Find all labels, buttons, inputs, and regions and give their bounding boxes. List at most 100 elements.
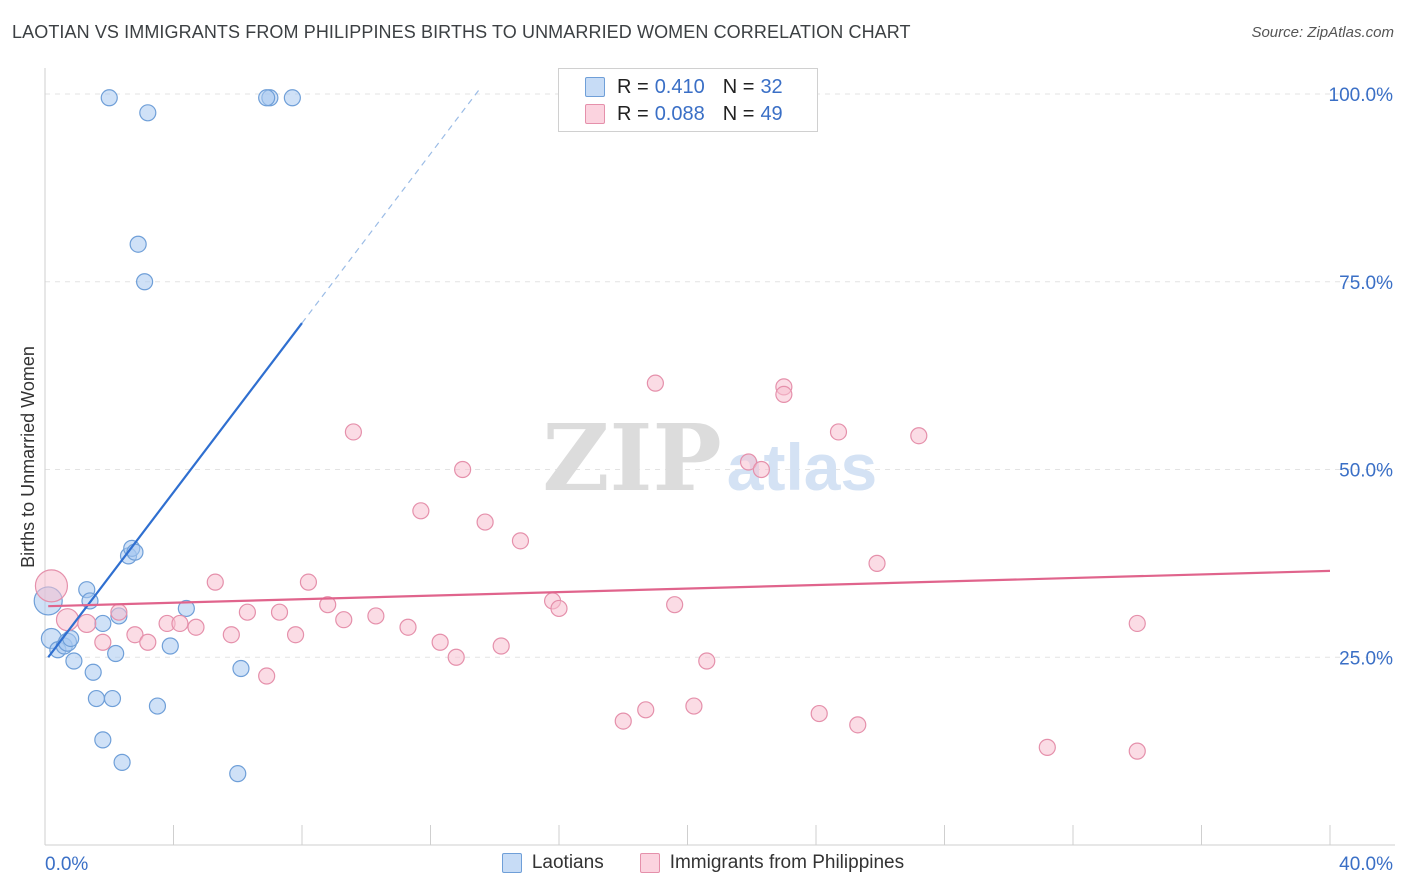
philippines-point [447,648,465,666]
philippines-point [868,554,886,572]
philippines-point [1038,738,1056,756]
philippines-point [94,633,112,651]
philippines-point [739,453,758,471]
laotians-point [94,731,112,749]
laotians-trend-line [47,322,303,658]
philippines-point [139,633,157,651]
philippines-point [299,573,318,591]
stats-legend: R = 0.410 N = 32 R = 0.088 N = 49 [558,68,818,132]
philippines-point [367,607,385,625]
laotians-point [94,614,112,633]
philippines-point [454,460,472,479]
laotians-point [283,89,301,107]
legend-label-philippines: Immigrants from Philippines [669,852,905,873]
swatch-philippines [585,104,605,124]
philippines-point [187,618,205,636]
legend-label-laotians: Laotians [531,852,604,873]
swatch-laotians [585,77,605,97]
philippines-point [335,611,353,629]
n-label: N = [722,75,755,98]
data-points [33,89,1146,783]
philippines-point [55,608,80,632]
philippines-point [344,423,362,441]
laotians-point [113,753,131,771]
philippines-point [34,569,69,603]
philippines-point [126,626,144,644]
philippines-point [698,652,716,670]
laotians-point [84,663,102,681]
laotians-point [229,765,247,783]
watermark-zip: ZIP [542,404,721,512]
laotians-point [161,637,179,655]
laotians-point [177,599,195,618]
philippines-point [752,460,770,479]
laotians-point [139,104,157,122]
laotians-trend-extension [301,89,480,324]
philippines-point [206,573,224,591]
trend-lines [47,89,1331,658]
philippines-point [829,423,848,441]
philippines-point [810,704,828,723]
philippines-point [646,374,664,392]
legend-item-laotians[interactable]: Laotians [501,852,604,874]
philippines-point [476,513,494,531]
philippines-point [77,613,97,634]
philippines-point [270,603,289,621]
y-tick-label: 25.0% [1339,648,1393,669]
n-label: N = [722,102,755,125]
philippines-point [511,532,530,550]
r-value: 0.410 [654,75,705,98]
philippines-point [1128,742,1146,760]
n-value: 32 [760,75,783,98]
r-value: 0.088 [654,102,705,125]
legend-swatch-laotians [501,853,522,873]
philippines-point [550,599,568,618]
series-legend: Laotians Immigrants from Philippines [0,852,1406,874]
philippines-point [685,697,703,715]
stats-row-philippines: R = 0.088 N = 49 [585,102,783,126]
philippines-point [222,626,240,644]
y-tick-label: 100.0% [1329,85,1394,106]
r-label: R = [617,75,649,98]
chart-title: LAOTIAN VS IMMIGRANTS FROM PHILIPPINES B… [12,22,911,42]
legend-item-philippines[interactable]: Immigrants from Philippines [639,852,905,874]
legend-swatch-philippines [639,853,660,873]
laotians-point [232,659,250,678]
philippines-point [775,385,793,404]
philippines-point [399,618,417,636]
philippines-point [412,502,430,520]
x-tick-label: 40.0% [1339,854,1393,875]
laotians-point [107,644,125,663]
laotians-point [103,689,122,708]
philippines-point [1128,614,1146,633]
y-axis-label: Births to Unmarried Women [18,346,38,568]
laotians-point [148,697,167,715]
philippines-point [286,626,305,644]
laotians-point [87,689,106,708]
philippines-point [110,603,128,621]
laotians-point [129,235,147,253]
philippines-point [319,596,337,614]
r-label: R = [617,102,649,125]
n-value: 49 [760,102,783,125]
philippines-point [431,633,449,651]
axes [44,68,1395,846]
philippines-point [258,667,276,685]
tick-labels: 25.0% 50.0% 75.0% 100.0% 0.0% 40.0% [45,85,1393,875]
laotians-point [100,89,118,107]
philippines-point [171,614,189,633]
y-tick-label: 50.0% [1339,461,1393,482]
y-tick-label: 75.0% [1339,273,1393,294]
watermark: ZIP atlas [542,404,877,512]
philippines-point [637,701,655,719]
laotians-point [258,89,276,107]
philippines-point [910,427,928,445]
philippines-point [238,603,256,621]
philippines-point [614,712,632,730]
source-credit: Source: ZipAtlas.com [1251,24,1394,41]
stats-row-laotians: R = 0.410 N = 32 [585,75,783,99]
x-tick-label: 0.0% [45,854,88,875]
gridlines [45,93,1395,658]
philippines-point [492,637,510,655]
